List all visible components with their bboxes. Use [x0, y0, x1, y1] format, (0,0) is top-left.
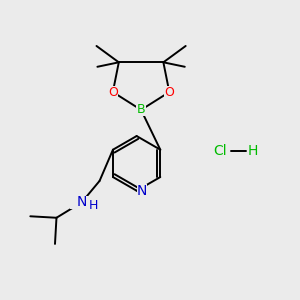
Text: N: N — [76, 195, 87, 209]
Text: N: N — [137, 184, 147, 198]
Text: B: B — [137, 103, 146, 116]
FancyBboxPatch shape — [164, 85, 175, 99]
Text: Cl: Cl — [213, 145, 227, 158]
Text: O: O — [108, 85, 118, 98]
Text: O: O — [164, 85, 174, 98]
FancyBboxPatch shape — [136, 184, 147, 197]
FancyBboxPatch shape — [136, 103, 146, 116]
FancyBboxPatch shape — [70, 196, 93, 209]
FancyBboxPatch shape — [107, 85, 118, 99]
Text: H: H — [88, 200, 98, 212]
Text: H: H — [248, 145, 258, 158]
